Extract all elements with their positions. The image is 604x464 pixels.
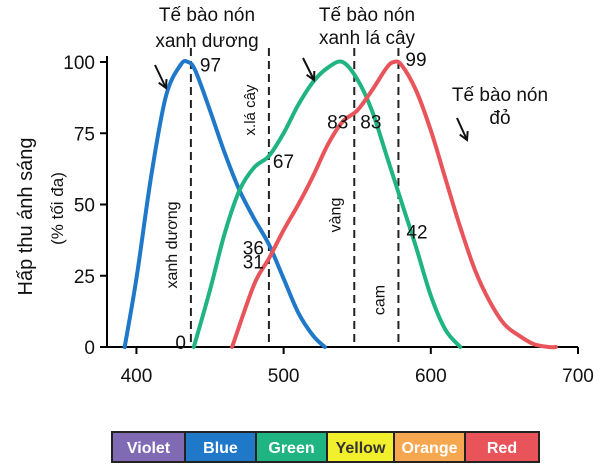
series-label-arrow-shaft xyxy=(456,117,468,141)
chart-axes: 0 25 50 75 100 400 500 600 700 Hấp thu ánh sáng (%… xyxy=(15,53,594,387)
absorption-curve-3 xyxy=(230,59,558,350)
y-axis-label: Hấp thu ánh sáng xyxy=(15,138,37,296)
y-tick-label: 0 xyxy=(84,338,95,359)
y-tick-label: 25 xyxy=(74,267,95,288)
spectrum-segment-label: Red xyxy=(487,440,517,457)
wavelength-marker-lines: xanh dương x.lá cây vàng cam xyxy=(164,48,400,347)
spectrum-segment xyxy=(257,433,326,461)
value-annotation: 36 xyxy=(243,238,264,259)
spectrum-segment-label: Blue xyxy=(203,440,238,457)
series-label-arrow-shaft xyxy=(154,64,167,89)
color-spectrum-bar: Violet Blue Green Yellow Orange Red xyxy=(111,431,540,463)
value-annotation: 31 xyxy=(243,253,264,274)
absorption-curve-2 xyxy=(191,59,463,349)
spectrum-segment-label: Orange xyxy=(401,440,457,457)
value-annotation: 0 xyxy=(175,333,186,354)
value-annotation: 99 xyxy=(405,50,426,71)
spectrum-segment xyxy=(328,433,393,461)
value-annotation: 42 xyxy=(406,222,427,243)
series-label-arrow-head xyxy=(306,70,316,82)
y-tick-label: 50 xyxy=(74,196,95,217)
spectrum-segment xyxy=(466,433,538,461)
value-annotation: 83 xyxy=(327,112,348,133)
x-tick-label: 700 xyxy=(562,366,594,387)
spectrum-segment-label: Yellow xyxy=(336,440,386,457)
spectrum-segment-label: Violet xyxy=(127,440,171,457)
x-tick-label: 400 xyxy=(121,366,153,387)
spectrum-segment xyxy=(113,433,184,461)
spectrum-segment-label: Green xyxy=(268,440,314,457)
series-label-arrow-head xyxy=(459,130,469,142)
series-label-line1: Tế bào nón xyxy=(452,85,548,106)
series-label-arrow-head xyxy=(158,78,168,90)
series-label-line2: xanh lá cây xyxy=(319,28,416,49)
spectrum-segment xyxy=(186,433,255,461)
series-label-line1: Tế bào nón xyxy=(319,5,415,26)
y-tick-label: 75 xyxy=(74,124,95,145)
series-label-line2: xanh dương xyxy=(155,31,258,52)
spectrum-segment xyxy=(395,433,464,461)
absorption-curves xyxy=(122,58,558,350)
wavelength-marker-label: cam xyxy=(371,285,388,315)
wavelength-marker-label: x.lá cây xyxy=(242,84,259,135)
series-label-arrow-shaft xyxy=(302,57,315,81)
series-label-line1: Tế bào nón xyxy=(159,5,255,26)
x-tick-label: 500 xyxy=(268,366,300,387)
absorption-curve-1 xyxy=(122,58,327,349)
value-annotation: 67 xyxy=(273,152,294,173)
y-tick-label: 100 xyxy=(63,53,95,74)
wavelength-marker-label: xanh dương xyxy=(164,201,181,288)
wavelength-marker-label: vàng xyxy=(327,198,344,233)
y-axis-sublabel: (% tối đa) xyxy=(48,172,67,245)
value-annotation: 83 xyxy=(360,112,381,133)
value-annotation: 97 xyxy=(200,56,221,77)
x-tick-label: 600 xyxy=(415,366,447,387)
series-label-line2: đỏ xyxy=(489,108,510,129)
